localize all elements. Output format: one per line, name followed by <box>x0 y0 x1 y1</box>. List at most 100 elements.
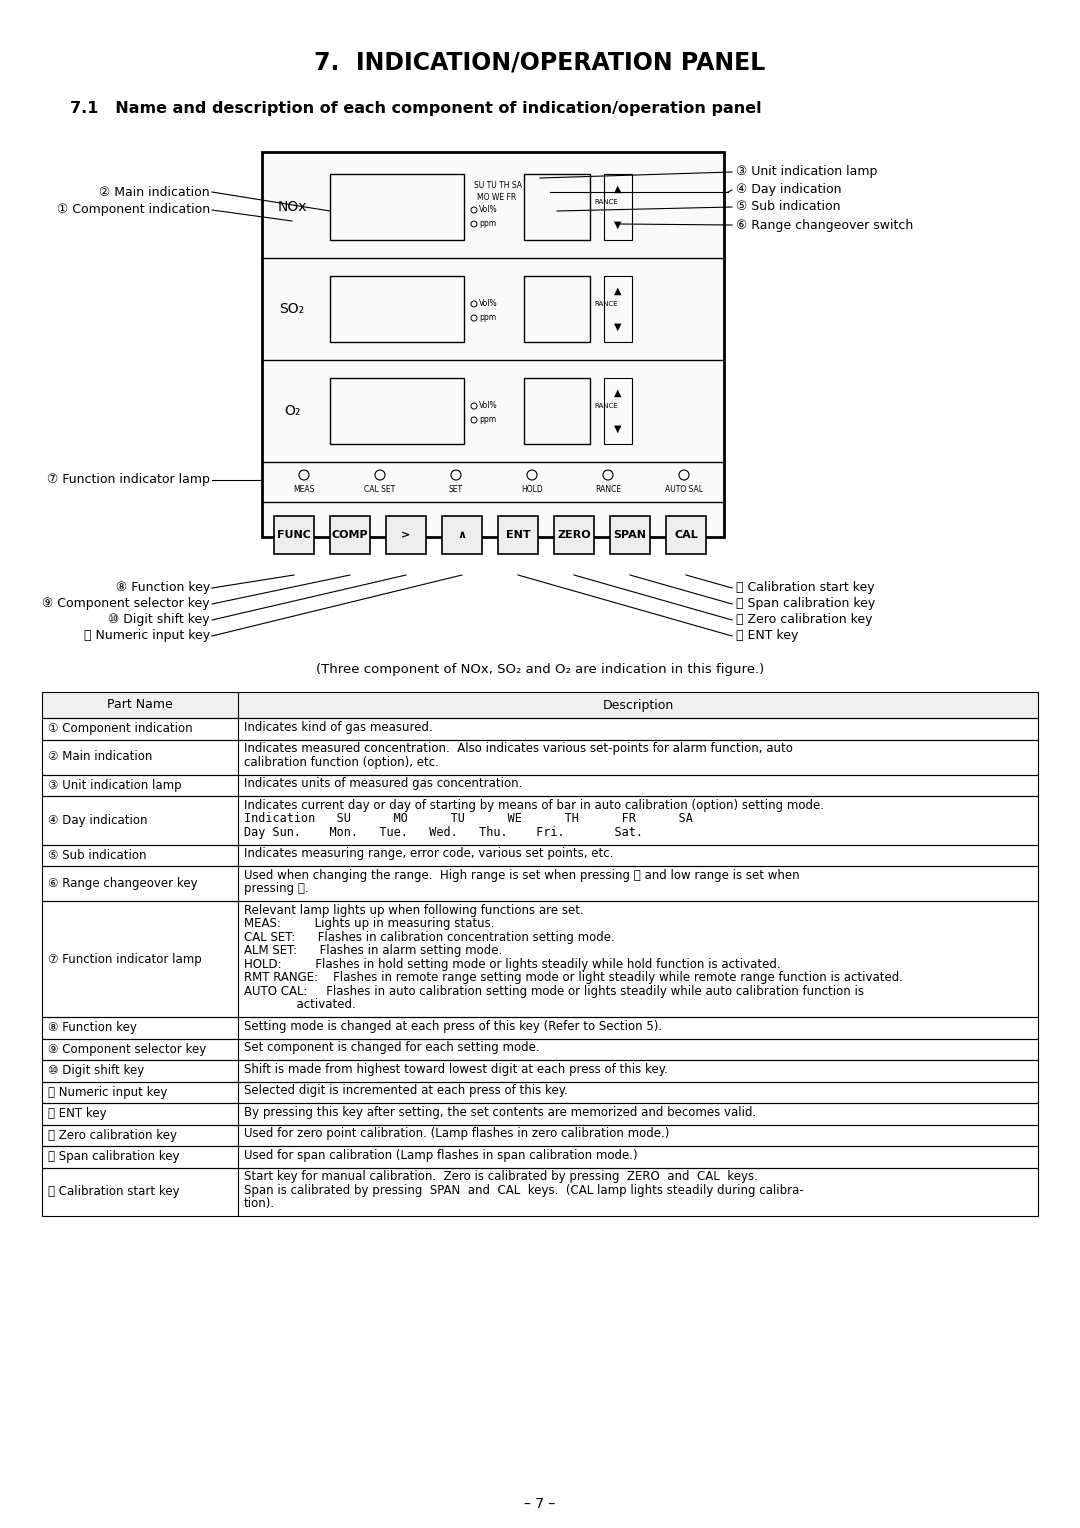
Bar <box>42 1125 1038 1146</box>
Bar <box>442 516 482 555</box>
Text: ▲: ▲ <box>615 286 622 296</box>
Text: ppm: ppm <box>480 220 496 229</box>
Text: Setting mode is changed at each press of this key (Refer to Section 5).: Setting mode is changed at each press of… <box>244 1019 662 1033</box>
Bar <box>330 516 370 555</box>
Bar <box>524 377 590 445</box>
Bar <box>604 174 632 240</box>
Text: FUNC: FUNC <box>278 530 311 539</box>
Bar <box>42 1103 1038 1125</box>
Text: ⑤ Sub indication: ⑤ Sub indication <box>735 200 840 214</box>
Text: ② Main indication: ② Main indication <box>48 750 152 764</box>
Text: Vol%: Vol% <box>480 402 498 411</box>
Bar <box>666 516 706 555</box>
Text: ⑫ ENT key: ⑫ ENT key <box>735 630 798 642</box>
Text: Indicates units of measured gas concentration.: Indicates units of measured gas concentr… <box>244 778 523 790</box>
Bar <box>604 377 632 445</box>
Text: calibration function (option), etc.: calibration function (option), etc. <box>244 756 438 769</box>
Bar <box>42 866 1038 902</box>
Text: ⑨ Component selector key: ⑨ Component selector key <box>42 597 210 611</box>
Text: RANCE: RANCE <box>594 301 618 307</box>
Text: Used for zero point calibration. (Lamp flashes in zero calibration mode.): Used for zero point calibration. (Lamp f… <box>244 1128 670 1140</box>
Text: MEAS:         Lights up in measuring status.: MEAS: Lights up in measuring status. <box>244 917 495 931</box>
Text: Used when changing the range.  High range is set when pressing Ⓞ and low range i: Used when changing the range. High range… <box>244 869 799 882</box>
Text: ⑦ Function indicator lamp: ⑦ Function indicator lamp <box>48 952 202 966</box>
Bar <box>42 796 1038 845</box>
Text: Relevant lamp lights up when following functions are set.: Relevant lamp lights up when following f… <box>244 905 584 917</box>
Text: ⑩ Digit shift key: ⑩ Digit shift key <box>108 614 210 626</box>
Bar <box>42 1167 1038 1216</box>
Text: ⑬ Zero calibration key: ⑬ Zero calibration key <box>735 614 873 626</box>
Text: ∧: ∧ <box>458 530 467 539</box>
Text: ⑪ Numeric input key: ⑪ Numeric input key <box>48 1086 167 1099</box>
Text: ⑧ Function key: ⑧ Function key <box>116 582 210 594</box>
Text: By pressing this key after setting, the set contents are memorized and becomes v: By pressing this key after setting, the … <box>244 1106 756 1118</box>
Text: CAL: CAL <box>674 530 698 539</box>
Text: MO WE FR: MO WE FR <box>477 194 516 203</box>
Text: ① Component indication: ① Component indication <box>48 723 192 735</box>
Text: (Three component of NOx, SO₂ and O₂ are indication in this figure.): (Three component of NOx, SO₂ and O₂ are … <box>315 663 765 677</box>
Text: Set component is changed for each setting mode.: Set component is changed for each settin… <box>244 1042 540 1054</box>
Text: ④ Day indication: ④ Day indication <box>735 183 841 197</box>
Text: Start key for manual calibration.  Zero is calibrated by pressing  ZERO  and  CA: Start key for manual calibration. Zero i… <box>244 1170 758 1183</box>
Bar <box>330 277 464 342</box>
Text: Indicates measuring range, error code, various set points, etc.: Indicates measuring range, error code, v… <box>244 848 613 860</box>
Bar <box>42 845 1038 866</box>
Text: activated.: activated. <box>244 998 355 1012</box>
Text: SO₂: SO₂ <box>280 303 305 316</box>
Text: SPAN: SPAN <box>613 530 647 539</box>
Text: Part Name: Part Name <box>107 698 173 712</box>
Text: Indicates current day or day of starting by means of bar in auto calibration (op: Indicates current day or day of starting… <box>244 799 824 811</box>
Bar <box>330 377 464 445</box>
Text: ppm: ppm <box>480 416 496 425</box>
Text: SU TU TH SA: SU TU TH SA <box>474 182 522 191</box>
Text: ⑩ Digit shift key: ⑩ Digit shift key <box>48 1063 145 1077</box>
Text: Shift is made from highest toward lowest digit at each press of this key.: Shift is made from highest toward lowest… <box>244 1063 667 1076</box>
Bar <box>42 1146 1038 1167</box>
Bar <box>498 516 538 555</box>
Text: ② Main indication: ② Main indication <box>99 185 210 199</box>
Text: Vol%: Vol% <box>480 299 498 309</box>
Text: 7.1   Name and description of each component of indication/operation panel: 7.1 Name and description of each compone… <box>70 101 761 116</box>
Bar <box>524 174 590 240</box>
Text: Vol%: Vol% <box>480 205 498 214</box>
Bar <box>42 1039 1038 1060</box>
Text: MEAS: MEAS <box>294 484 314 494</box>
Bar <box>262 151 724 536</box>
Text: AUTO SAL: AUTO SAL <box>665 484 703 494</box>
Text: ⑨ Component selector key: ⑨ Component selector key <box>48 1042 206 1056</box>
Text: RANCE: RANCE <box>594 403 618 410</box>
Text: ENT: ENT <box>505 530 530 539</box>
Text: ⑭ Span calibration key: ⑭ Span calibration key <box>48 1151 179 1163</box>
Text: ⑤ Sub indication: ⑤ Sub indication <box>48 848 147 862</box>
Text: RANCE: RANCE <box>594 199 618 205</box>
Text: ▲: ▲ <box>615 183 622 194</box>
Text: Description: Description <box>603 698 674 712</box>
Text: ⑥ Range changeover key: ⑥ Range changeover key <box>48 877 198 889</box>
Text: ③ Unit indication lamp: ③ Unit indication lamp <box>48 779 181 792</box>
Text: ▼: ▼ <box>615 322 622 332</box>
Bar <box>42 902 1038 1018</box>
Text: Indication   SU      MO      TU      WE      TH      FR      SA: Indication SU MO TU WE TH FR SA <box>244 813 693 825</box>
Text: ppm: ppm <box>480 313 496 322</box>
Bar <box>42 740 1038 775</box>
Text: RMT RANGE:    Flashes in remote range setting mode or light steadily while remot: RMT RANGE: Flashes in remote range setti… <box>244 972 903 984</box>
Bar <box>274 516 314 555</box>
Bar <box>554 516 594 555</box>
Text: CAL SET:      Flashes in calibration concentration setting mode.: CAL SET: Flashes in calibration concentr… <box>244 931 615 944</box>
Text: HOLD: HOLD <box>522 484 543 494</box>
Bar <box>42 1060 1038 1082</box>
Text: ⑪ Numeric input key: ⑪ Numeric input key <box>84 630 210 642</box>
Bar <box>42 1018 1038 1039</box>
Bar <box>330 174 464 240</box>
Bar <box>42 718 1038 740</box>
Text: Selected digit is incremented at each press of this key.: Selected digit is incremented at each pr… <box>244 1085 568 1097</box>
Text: pressing Ⓟ.: pressing Ⓟ. <box>244 882 309 895</box>
Text: tion).: tion). <box>244 1198 275 1210</box>
Text: ▼: ▼ <box>615 220 622 231</box>
Text: Indicates measured concentration.  Also indicates various set-points for alarm f: Indicates measured concentration. Also i… <box>244 743 793 755</box>
Bar <box>42 1082 1038 1103</box>
Text: RANCE: RANCE <box>595 484 621 494</box>
Text: ▲: ▲ <box>615 388 622 397</box>
Text: ▼: ▼ <box>615 423 622 434</box>
Text: AUTO CAL:     Flashes in auto calibration setting mode or lights steadily while : AUTO CAL: Flashes in auto calibration se… <box>244 986 864 998</box>
